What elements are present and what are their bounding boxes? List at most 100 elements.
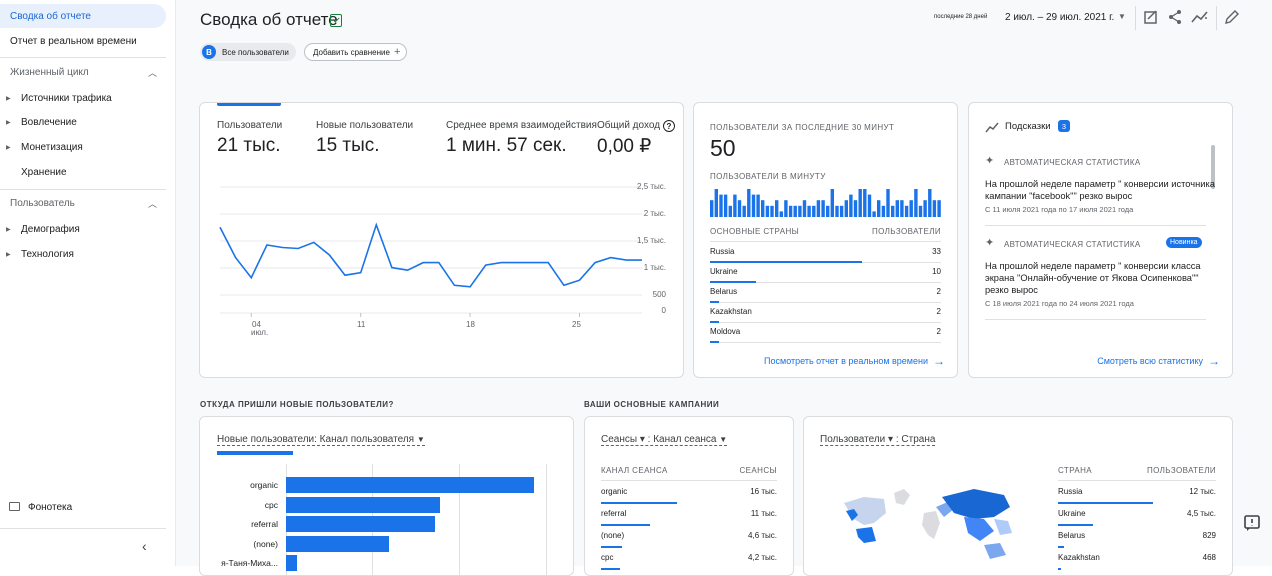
customize-report-icon[interactable] xyxy=(1142,8,1160,26)
table-row[interactable]: organic 16 тыс. xyxy=(601,483,777,504)
kpi-revenue-label[interactable]: Общий доход xyxy=(597,120,661,131)
minute-bar[interactable] xyxy=(723,194,728,217)
collapse-chevron-icon[interactable]: ‹ xyxy=(142,538,147,554)
minute-bar[interactable] xyxy=(923,200,927,217)
table-row[interactable]: Moldova 2 xyxy=(710,323,941,343)
table-row[interactable]: Russia 33 xyxy=(710,243,941,263)
table-row[interactable]: Russia 12 тыс. xyxy=(1058,483,1216,504)
minute-bar[interactable] xyxy=(881,205,886,217)
minute-bar[interactable] xyxy=(798,205,802,217)
minute-bar[interactable] xyxy=(751,194,756,217)
sidebar-item-retention[interactable]: Хранение xyxy=(0,160,166,184)
sidebar-item-engagement[interactable]: ▶ Вовлечение xyxy=(0,110,166,134)
table-row[interactable]: referral 11 тыс. xyxy=(601,505,777,526)
sidebar-item-demographics[interactable]: ▶ Демография xyxy=(0,217,166,241)
minute-bar[interactable] xyxy=(928,189,932,217)
minute-bar[interactable] xyxy=(714,189,718,217)
minute-bar[interactable] xyxy=(863,189,867,217)
minute-bar[interactable] xyxy=(747,189,751,217)
minute-bar[interactable] xyxy=(830,189,834,217)
sidebar-item-realtime[interactable]: Отчет в реальном времени xyxy=(0,29,166,53)
minute-bar[interactable] xyxy=(839,205,844,217)
minute-bar[interactable] xyxy=(849,194,853,217)
table-row[interactable]: Ukraine 10 xyxy=(710,263,941,283)
minute-bar[interactable] xyxy=(719,194,723,217)
minute-bar[interactable] xyxy=(918,205,923,217)
date-range-hint[interactable]: последние 28 дней xyxy=(934,14,988,20)
minute-bar[interactable] xyxy=(793,205,797,217)
table-row[interactable]: Kazakhstan 2 xyxy=(710,303,941,323)
kpi-users-label[interactable]: Пользователи xyxy=(217,120,283,131)
hint-text[interactable]: На прошлой неделе параметр " конверсии и… xyxy=(985,179,1215,201)
new-users-bar[interactable] xyxy=(286,516,435,532)
caret-down-icon[interactable]: ▼ xyxy=(1118,12,1126,21)
new-users-dimension-dropdown[interactable]: Новые пользователи: Канал пользователя ▼ xyxy=(217,434,425,446)
table-row[interactable]: Kazakhstan 468 xyxy=(1058,549,1216,570)
minute-bar[interactable] xyxy=(937,200,941,217)
check-status-icon[interactable] xyxy=(330,14,342,27)
minute-bar[interactable] xyxy=(872,211,876,217)
minute-bar[interactable] xyxy=(737,200,742,217)
countries-dimension-dropdown[interactable]: Пользователи ▾ : Страна xyxy=(820,434,936,446)
table-row[interactable]: Ukraine 4,5 тыс. xyxy=(1058,505,1216,526)
view-realtime-link[interactable]: Посмотреть отчет в реальном времени → xyxy=(764,354,945,368)
sidebar-item-report-summary[interactable]: Сводка об отчете xyxy=(0,4,166,28)
sidebar-heading-lifecycle[interactable]: Жизненный цикл xyxy=(10,67,89,78)
minute-bar[interactable] xyxy=(728,205,732,217)
kpi-new-users-label[interactable]: Новые пользователи xyxy=(316,120,414,131)
date-range-picker[interactable]: 2 июл. – 29 июл. 2021 г. xyxy=(1005,12,1115,23)
new-users-bar[interactable] xyxy=(286,555,297,571)
chevron-up-icon[interactable]: ︿ xyxy=(147,68,157,78)
view-all-stats-link[interactable]: Смотреть всю статистику → xyxy=(1097,354,1220,368)
table-row[interactable]: Belarus 2 xyxy=(710,283,941,303)
minute-bar[interactable] xyxy=(816,200,821,217)
minute-bar[interactable] xyxy=(909,200,913,217)
minute-bar[interactable] xyxy=(914,189,918,217)
minute-bar[interactable] xyxy=(835,205,839,217)
new-users-bar[interactable] xyxy=(286,477,535,493)
minute-bar[interactable] xyxy=(756,194,760,217)
sidebar-item-technology[interactable]: ▶ Технология xyxy=(0,242,166,266)
minute-bar[interactable] xyxy=(821,200,825,217)
sidebar-item-traffic[interactable]: ▶ Источники трафика xyxy=(0,86,166,110)
minute-bar[interactable] xyxy=(784,200,788,217)
minute-bar[interactable] xyxy=(877,200,881,217)
sidebar-item-library[interactable]: Фонотека xyxy=(0,495,166,519)
sidebar-item-monetization[interactable]: ▶ Монетизация xyxy=(0,135,166,159)
scrollbar-thumb[interactable] xyxy=(1211,145,1215,189)
add-comparison-button[interactable]: Добавить сравнение + xyxy=(304,43,408,61)
minute-bar[interactable] xyxy=(904,205,909,217)
edit-pencil-icon[interactable] xyxy=(1223,8,1241,26)
minute-bar[interactable] xyxy=(761,200,765,217)
minute-bar[interactable] xyxy=(900,200,904,217)
minute-bar[interactable] xyxy=(867,194,872,217)
help-icon[interactable]: ? xyxy=(663,120,675,132)
minute-bar[interactable] xyxy=(826,205,830,217)
minute-bar[interactable] xyxy=(807,205,811,217)
share-icon[interactable] xyxy=(1166,8,1184,26)
minute-bar[interactable] xyxy=(858,189,862,217)
minute-bar[interactable] xyxy=(853,200,858,217)
minute-bar[interactable] xyxy=(802,200,807,217)
minute-bar[interactable] xyxy=(742,205,746,217)
minute-bar[interactable] xyxy=(710,200,714,217)
minute-bar[interactable] xyxy=(733,194,737,217)
minute-bar[interactable] xyxy=(770,205,774,217)
kpi-engagement-label[interactable]: Среднее время взаимодействия xyxy=(446,120,597,131)
hint-text[interactable]: На прошлой неделе параметр " конверсии к… xyxy=(985,261,1201,295)
new-users-bar[interactable] xyxy=(286,535,389,552)
minute-bar[interactable] xyxy=(812,205,816,217)
table-row[interactable]: (none) 4,6 тыс. xyxy=(601,527,777,548)
minute-bar[interactable] xyxy=(886,189,890,217)
minute-bar[interactable] xyxy=(932,200,937,217)
insights-icon[interactable] xyxy=(1191,8,1209,26)
new-users-bar[interactable] xyxy=(286,496,440,513)
table-row[interactable]: Belarus 829 xyxy=(1058,527,1216,548)
comparison-chip-all-users[interactable]: B Все пользователи xyxy=(200,43,296,61)
minute-bar[interactable] xyxy=(895,200,899,217)
minute-bar[interactable] xyxy=(779,211,783,217)
campaigns-dimension-dropdown[interactable]: Сеансы ▾ : Канал сеанса ▼ xyxy=(601,434,728,446)
minute-bar[interactable] xyxy=(844,200,848,217)
minute-bar[interactable] xyxy=(765,205,770,217)
minute-bar[interactable] xyxy=(775,200,779,217)
